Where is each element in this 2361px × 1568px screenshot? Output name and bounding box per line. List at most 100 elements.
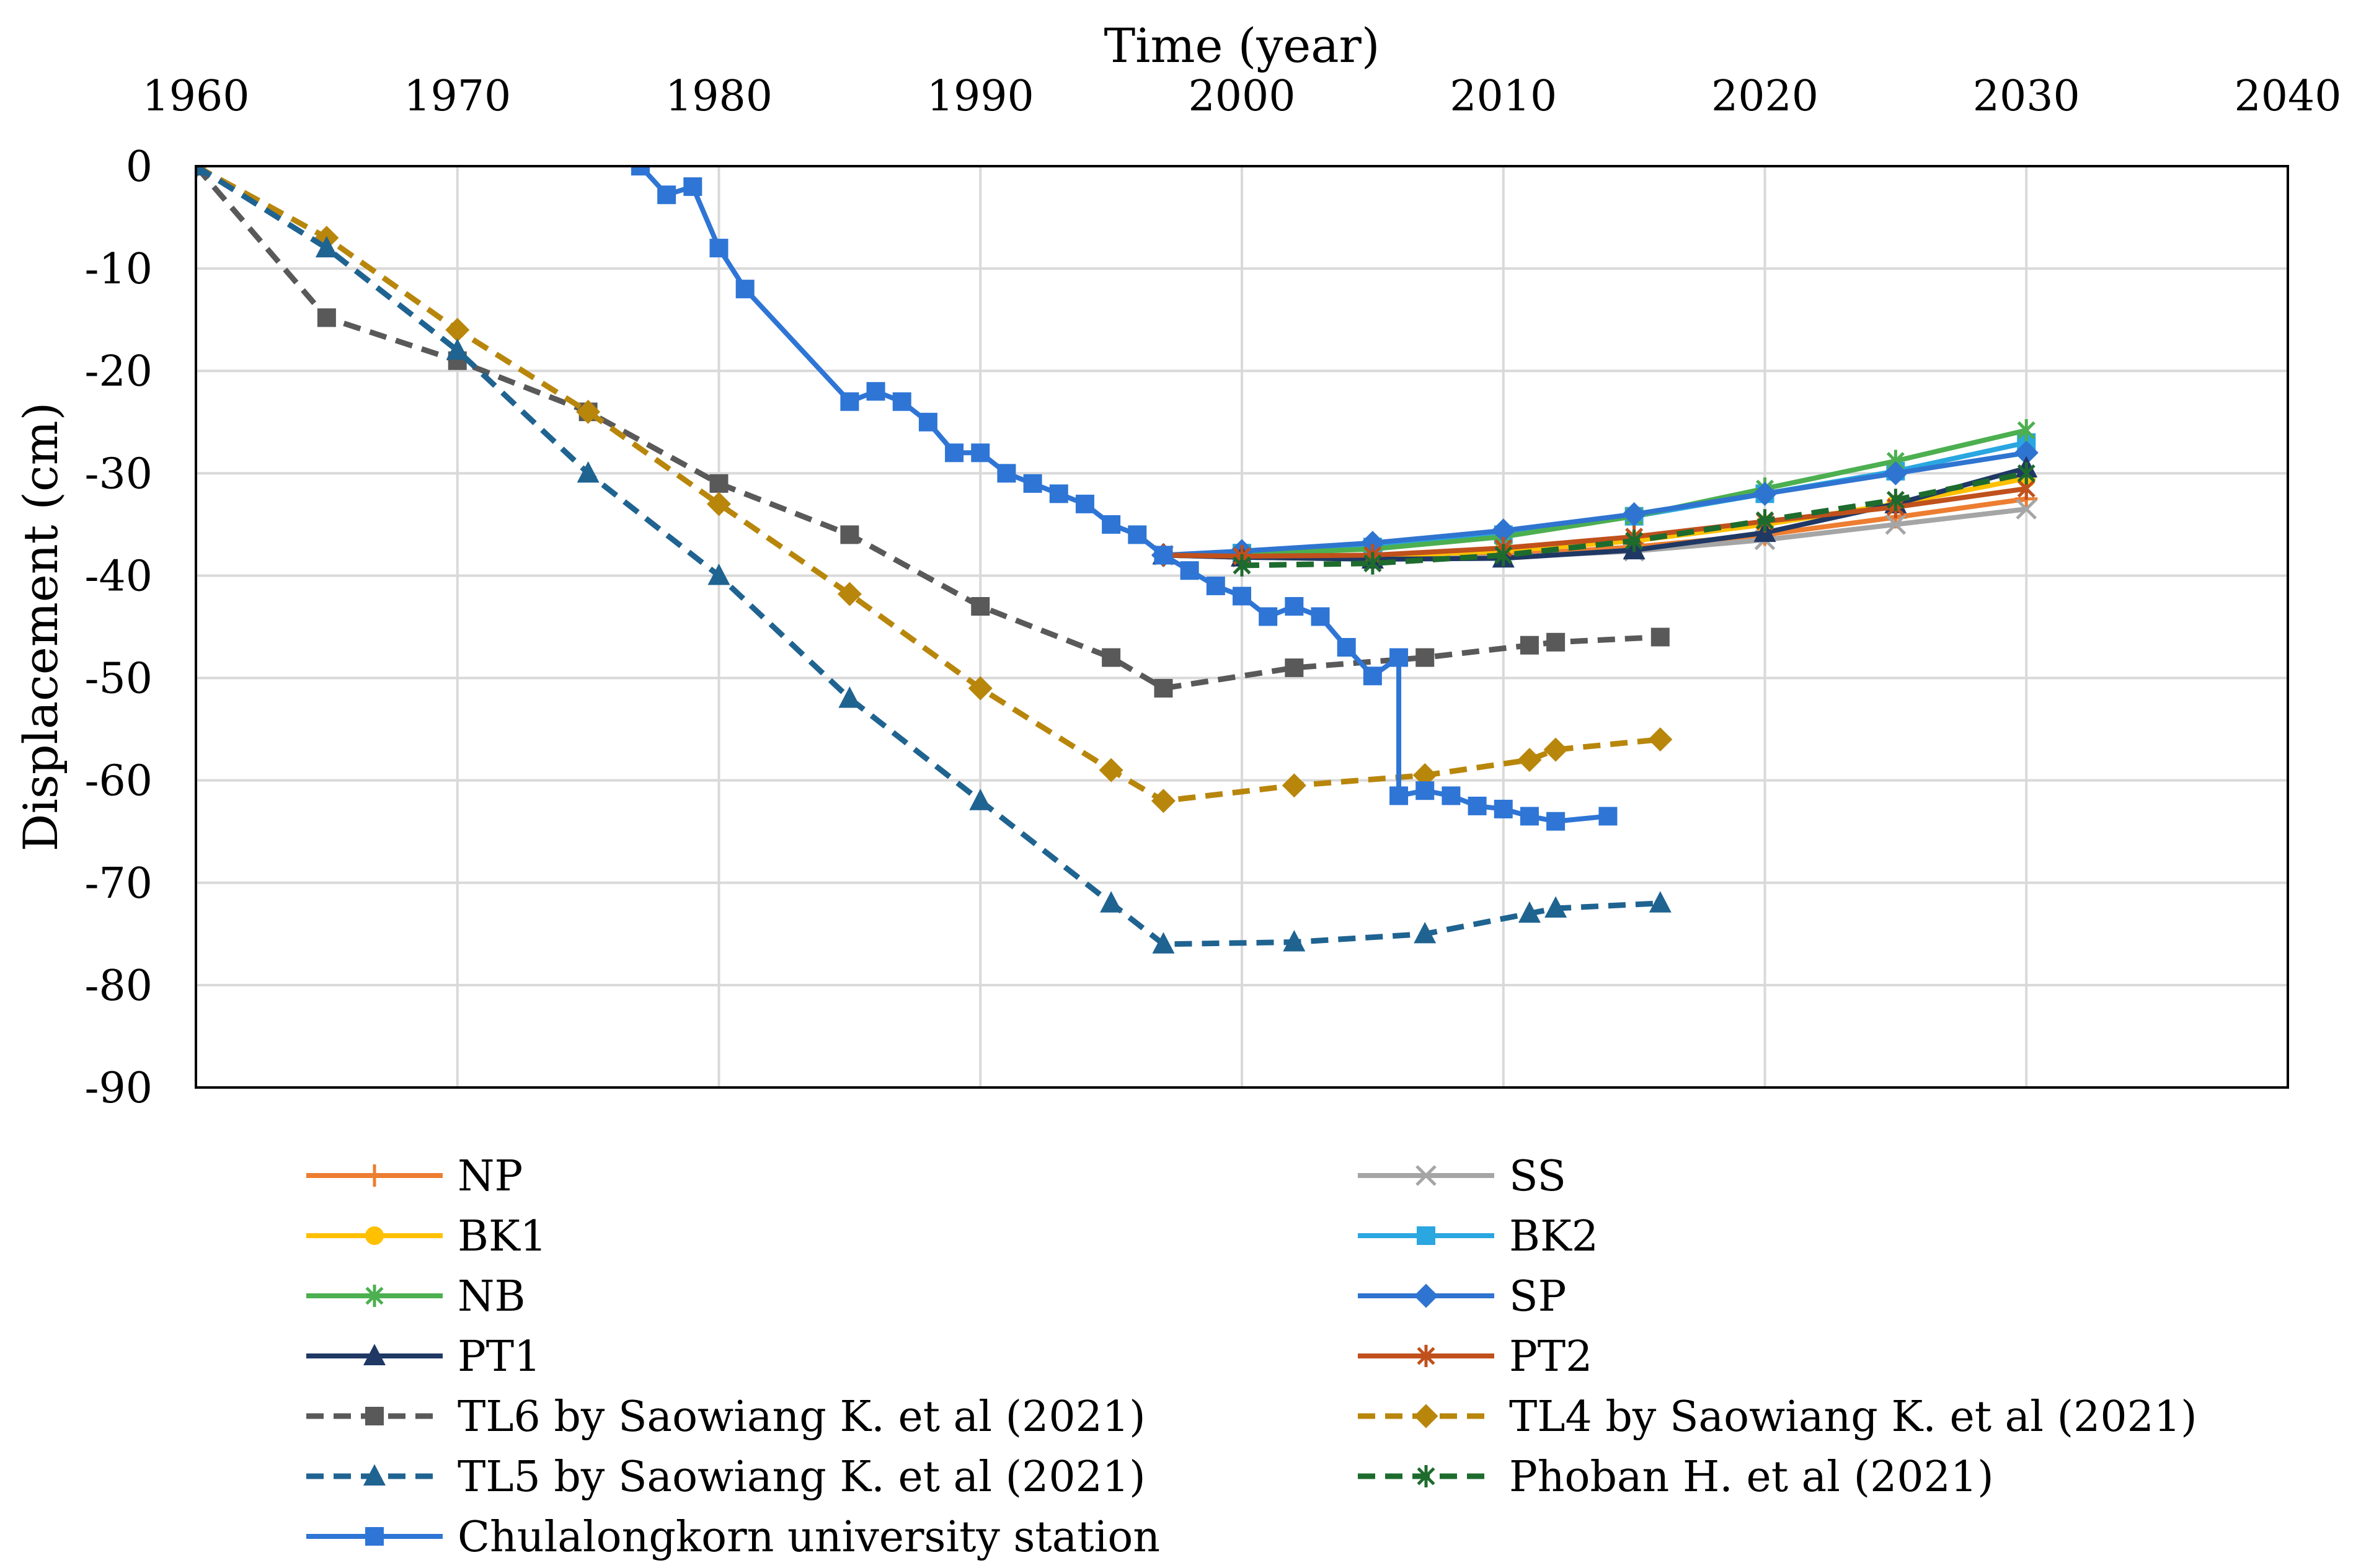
legend-tl4-by-saowiang-k-et-al-2021-marker [1414, 1404, 1438, 1428]
y-tick-label: -20 [84, 347, 153, 396]
series-tl5-by-saowiang-k-et-al-2021-marker [1283, 930, 1306, 952]
legend-phoban-h-et-al-2021-label: Phoban H. et al (2021) [1509, 1453, 1994, 1502]
series-chulalongkorn-university-station-marker [1206, 576, 1225, 595]
series-chulalongkorn-university-station-marker [1049, 484, 1068, 503]
legend-pt2-label: PT2 [1509, 1332, 1592, 1381]
y-tick-label: -40 [84, 552, 153, 601]
series-chulalongkorn-university-station-marker [840, 392, 859, 411]
y-tick-label: -10 [84, 245, 153, 294]
series-sp-marker [1883, 461, 1908, 485]
legend-ss-marker [1415, 1165, 1437, 1186]
series-tl4-by-saowiang-k-et-al-2021-marker [1282, 773, 1306, 798]
series-chulalongkorn-university-station-marker [1494, 799, 1513, 818]
x-tick-label: 2010 [1450, 72, 1557, 121]
series-tl5-by-saowiang-k-et-al-2021-marker [969, 789, 992, 810]
legend-phoban-h-et-al-2021: Phoban H. et al (2021) [1358, 1453, 1994, 1502]
series-tl6-by-saowiang-k-et-al-2021-marker [1650, 627, 1670, 647]
series-chulalongkorn-university-station-marker [1520, 807, 1539, 826]
legend-np-label: NP [458, 1152, 523, 1201]
series-tl5-by-saowiang-k-et-al-2021-marker [838, 686, 861, 708]
series-tl6-by-saowiang-k-et-al-2021-marker [1520, 636, 1539, 655]
legend-bk2: BK2 [1358, 1212, 1598, 1261]
series-chulalongkorn-university-station-marker [1075, 494, 1094, 513]
legend-chulalongkorn-university-station: Chulalongkorn university station [306, 1513, 1160, 1562]
series-tl4-by-saowiang-k-et-al-2021 [196, 166, 1673, 813]
series-nb-line [1163, 428, 2027, 558]
legend-np-marker [363, 1164, 386, 1187]
series-tl6-by-saowiang-k-et-al-2021-marker [709, 474, 729, 493]
series-phoban-h-et-al-2021-marker [1625, 529, 1644, 552]
series-pt2-line [1163, 486, 2027, 559]
series-chulalongkorn-university-station-marker [1154, 546, 1173, 565]
series-tl5-by-saowiang-k-et-al-2021-line [196, 166, 1661, 947]
series-chulalongkorn-university-station-marker [1415, 781, 1435, 800]
series-sp-marker [1491, 518, 1516, 543]
legend-tl4-by-saowiang-k-et-al-2021-label: TL4 by Saowiang K. et al (2021) [1509, 1393, 2197, 1442]
series-chulalongkorn-university-station-marker [1363, 667, 1382, 686]
x-tick-label: 1960 [142, 72, 249, 121]
series-chulalongkorn-university-station-marker [657, 185, 676, 205]
y-tick-label: 0 [126, 143, 153, 192]
y-tick-label: -70 [84, 859, 153, 908]
legend-tl4-by-saowiang-k-et-al-2021: TL4 by Saowiang K. et al (2021) [1358, 1393, 2197, 1442]
series-chulalongkorn-university-station-marker [1546, 812, 1566, 831]
x-tick-label: 2000 [1188, 72, 1295, 121]
y-axis-title: Displacement (cm) [13, 402, 68, 852]
series-phoban-h-et-al-2021-marker [1363, 552, 1382, 575]
legend-bk2-label: BK2 [1509, 1212, 1598, 1261]
legend-sp-marker [1414, 1283, 1438, 1308]
series-chulalongkorn-university-station-marker [997, 464, 1016, 483]
series-tl4-by-saowiang-k-et-al-2021-marker [1517, 748, 1542, 773]
series-sp-marker [2014, 440, 2039, 465]
series-chulalongkorn-university-station-marker [866, 382, 885, 401]
series-chulalongkorn-university-station-marker [1337, 638, 1356, 657]
series-phoban-h-et-al-2021-marker [1755, 509, 1774, 532]
series-tl4-by-saowiang-k-et-al-2021-marker [1151, 789, 1176, 813]
series-tl6-by-saowiang-k-et-al-2021-marker [840, 525, 859, 544]
series-tl4-by-saowiang-k-et-al-2021-marker [968, 676, 993, 701]
legend-nb: NB [306, 1272, 525, 1321]
series-chulalongkorn-university-station [631, 166, 1618, 831]
series-phoban-h-et-al-2021-marker [1233, 554, 1251, 577]
legend-ss: SS [1358, 1152, 1566, 1201]
legend-pt1-marker [363, 1344, 386, 1365]
legend-phoban-h-et-al-2021-marker [1417, 1465, 1435, 1487]
series-phoban-h-et-al-2021-marker [1886, 489, 1905, 512]
legend-chulalongkorn-university-station-marker [365, 1527, 384, 1546]
x-tick-label: 2040 [2234, 72, 2341, 121]
series-tl4-by-saowiang-k-et-al-2021-marker [1648, 727, 1673, 752]
series-chulalongkorn-university-station-marker [1285, 596, 1304, 616]
series-tl5-by-saowiang-k-et-al-2021-marker [196, 166, 207, 175]
y-tick-label: -50 [84, 655, 153, 704]
series-tl5-by-saowiang-k-et-al-2021-marker [1544, 896, 1567, 918]
series-tl5-by-saowiang-k-et-al-2021 [196, 166, 1672, 954]
legend: NP SS BK1 BK2 NB SP PT1 PT2 TL6 by Saowiang K. e… [306, 1152, 2197, 1562]
legend-tl5-by-saowiang-k-et-al-2021-marker [363, 1464, 386, 1486]
series-sp-marker [1622, 502, 1647, 526]
series-chulalongkorn-university-station-marker [1233, 587, 1251, 606]
series-chulalongkorn-university-station-marker [1468, 796, 1487, 815]
series-tl4-by-saowiang-k-et-al-2021-marker [445, 317, 470, 342]
series-sp-line [1163, 450, 2027, 558]
series-tl6-by-saowiang-k-et-al-2021-marker [971, 596, 990, 616]
legend-np: NP [306, 1152, 523, 1201]
x-tick-label: 1990 [927, 72, 1034, 121]
series-tl5-by-saowiang-k-et-al-2021-marker [315, 236, 338, 258]
series-tl4-by-saowiang-k-et-al-2021-marker [576, 399, 601, 424]
legend-ss-label: SS [1509, 1152, 1566, 1201]
legend-pt1-label: PT1 [458, 1332, 541, 1381]
legend-tl5-by-saowiang-k-et-al-2021-label: TL5 by Saowiang K. et al (2021) [458, 1453, 1146, 1502]
series-chulalongkorn-university-station-marker [1598, 807, 1618, 826]
series-chulalongkorn-university-station-marker [683, 177, 702, 197]
y-tick-label: -60 [84, 757, 153, 806]
series-nb-marker [2017, 419, 2035, 441]
legend-bk1-marker [365, 1226, 384, 1245]
series-tl4-by-saowiang-k-et-al-2021-marker [707, 492, 731, 516]
legend-tl5-by-saowiang-k-et-al-2021: TL5 by Saowiang K. et al (2021) [306, 1453, 1146, 1502]
legend-pt2: PT2 [1358, 1332, 1592, 1381]
series-tl5-by-saowiang-k-et-al-2021-marker [1100, 891, 1123, 913]
series-chulalongkorn-university-station-marker [1442, 786, 1461, 805]
series-chulalongkorn-university-station-marker [1389, 648, 1409, 667]
series-ss-marker [1885, 514, 1907, 535]
series-tl5-by-saowiang-k-et-al-2021-marker [707, 563, 730, 585]
